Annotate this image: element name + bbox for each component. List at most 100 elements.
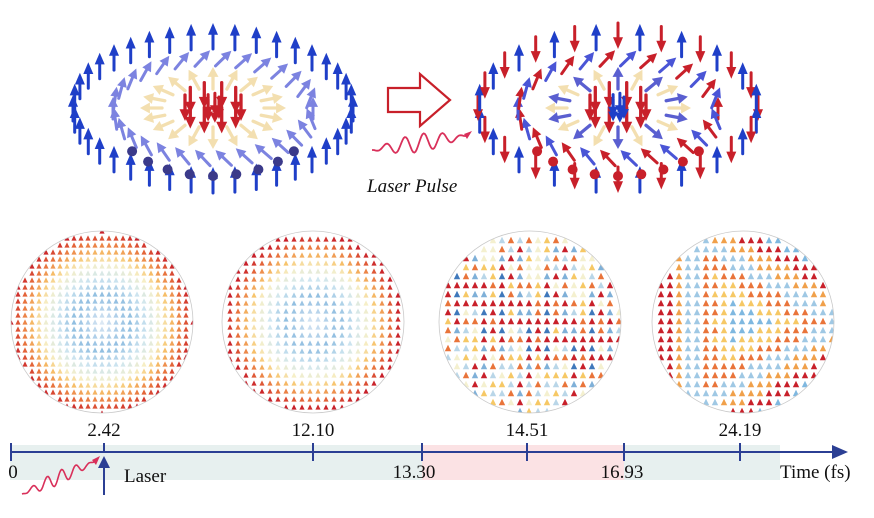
disk-spin-marker <box>148 298 154 304</box>
spin-arrow <box>518 115 524 131</box>
disk-spin-marker <box>22 333 28 339</box>
disk-spin-marker <box>315 244 321 250</box>
disk-spin-marker <box>810 362 818 370</box>
disk-spin-marker <box>702 299 710 307</box>
disk-spin-marker <box>92 277 98 283</box>
disk-spin-marker <box>801 272 809 280</box>
disk-spin-marker <box>561 326 569 334</box>
spin-arrow <box>113 115 119 131</box>
disk-spin-marker <box>711 245 719 253</box>
disk-spin-marker <box>720 263 728 271</box>
disk-spin-marker <box>774 344 782 352</box>
spin-arrow-head <box>125 153 136 165</box>
disk-spin-marker <box>169 312 175 318</box>
disk-spin-marker <box>570 245 578 253</box>
laser-label: Laser <box>124 466 167 487</box>
disk-spin-marker <box>57 249 63 255</box>
spin-arrow-head <box>488 127 499 140</box>
spin-arrow-head <box>569 40 580 53</box>
disk-spin-marker <box>702 362 710 370</box>
disk-spin-marker <box>323 292 329 298</box>
disk-spin-marker <box>543 236 551 244</box>
disk-spin-marker <box>134 277 140 283</box>
disk-spin-marker <box>71 277 77 283</box>
disk-spin-marker <box>127 263 133 269</box>
disk-spin-marker <box>106 312 112 318</box>
disk-spin-marker <box>155 361 161 367</box>
disk-spin-marker <box>92 291 98 297</box>
disk-spin-marker <box>507 254 515 262</box>
disk-spin-marker <box>299 316 305 322</box>
disk-spin-marker <box>579 335 587 343</box>
disk-spin-marker <box>657 290 665 298</box>
disk-spin-marker <box>141 277 147 283</box>
disk-spin-marker <box>148 326 154 332</box>
disk-spin-marker <box>50 382 56 388</box>
disk-spin-marker <box>729 272 737 280</box>
disk-spin-marker <box>588 344 596 352</box>
disk-spin-marker <box>792 290 800 298</box>
disk-spin-marker <box>323 260 329 266</box>
disk-spin-marker <box>50 326 56 332</box>
disk-spin-marker <box>275 364 281 370</box>
spin-arrow-head <box>178 52 190 63</box>
disk-spin-marker <box>106 249 112 255</box>
disk-spin-marker <box>43 305 49 311</box>
disk-spin-marker <box>543 335 551 343</box>
disk-spin-marker <box>371 292 377 298</box>
disk-spin-marker <box>15 298 21 304</box>
disk-spin-marker <box>134 396 140 402</box>
spin-arrow <box>605 155 617 168</box>
disk-spin-marker <box>747 317 755 325</box>
disk-spin-marker <box>498 281 506 289</box>
disk-spin-marker <box>774 380 782 388</box>
disk-spin-marker <box>155 270 161 276</box>
disk-spin-marker <box>597 362 605 370</box>
disk-spin-marker <box>765 362 773 370</box>
disk-spin-marker <box>275 388 281 394</box>
disk-spin-marker <box>347 372 353 378</box>
disk-spin-marker <box>666 344 674 352</box>
disk-spin-marker <box>543 290 551 298</box>
disk-spin-marker <box>579 344 587 352</box>
disk-spin-marker <box>339 356 345 362</box>
spin-arrow-head <box>612 139 624 149</box>
spin-arrow-head <box>632 134 643 147</box>
disk-spin-marker <box>29 368 35 374</box>
disk-spin-marker <box>92 368 98 374</box>
disk-spin-marker <box>43 382 49 388</box>
disk-spin-marker <box>267 268 273 274</box>
disk-spin-marker <box>534 389 542 397</box>
disk-spin-marker <box>792 326 800 334</box>
spin-arrow-head <box>751 106 762 118</box>
disk-spin-marker <box>801 263 809 271</box>
disk-spin-marker <box>57 389 63 395</box>
disk-spin-marker <box>169 347 175 353</box>
spin-dot <box>548 156 559 167</box>
disk-spin-marker <box>78 333 84 339</box>
disk-spin-marker <box>516 362 524 370</box>
spin-arrow-head <box>175 147 186 158</box>
disk-spin-marker <box>331 324 337 330</box>
disk-spin-marker <box>579 380 587 388</box>
disk-spin-marker <box>113 270 119 276</box>
disk-spin-marker <box>259 276 265 282</box>
disk-spin-marker <box>543 308 551 316</box>
disk-spin-marker <box>29 340 35 346</box>
disk-spin-marker <box>251 372 257 378</box>
disk-spin-marker <box>127 340 133 346</box>
disk-spin-marker <box>134 361 140 367</box>
spin-arrow-head <box>152 84 164 95</box>
disk-spin-marker <box>507 245 515 253</box>
disk-spin-marker <box>120 396 126 402</box>
disk-spin-marker <box>756 290 764 298</box>
spin-arrow-head <box>549 30 560 43</box>
disk-spin-marker <box>597 353 605 361</box>
disk-spin-marker <box>738 263 746 271</box>
disk-spin-marker <box>498 290 506 298</box>
disk-spin-marker <box>127 256 133 262</box>
disk-spin-marker <box>702 371 710 379</box>
disk-spin-marker <box>106 340 112 346</box>
disk-spin-marker <box>347 380 353 386</box>
spin-arrow-head <box>726 151 737 164</box>
